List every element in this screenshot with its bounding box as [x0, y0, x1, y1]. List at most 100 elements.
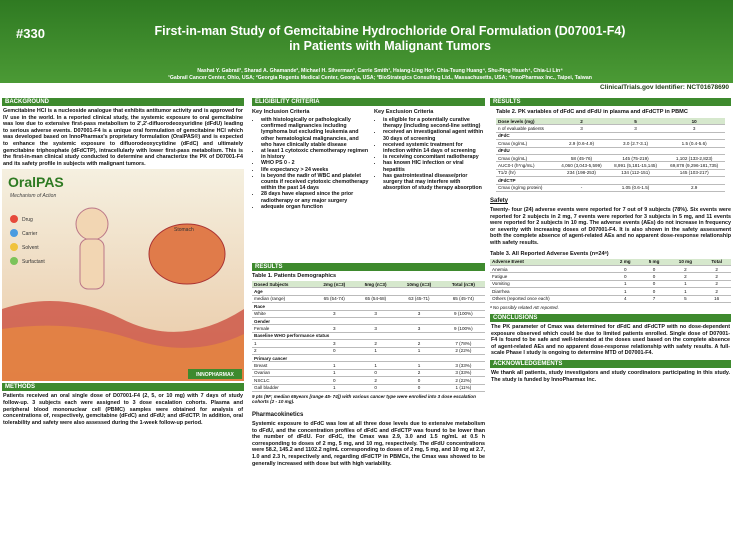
row: Others (reported once each) 4 7 5 16 — [490, 295, 731, 304]
affiliations: ¹Gabrail Cancer Center, Ohio, USA; ²Geor… — [168, 75, 592, 81]
table-title: Table 3. All Reported Adverse Events (n=… — [490, 250, 609, 257]
exclusion: Key Exclusion Criteria is eligible for a … — [374, 107, 485, 253]
list-item: is receiving concomitant radiotherapy — [383, 154, 485, 160]
stomach-shape — [148, 223, 226, 285]
section-heading: RESULTS — [252, 263, 485, 271]
left-column: BACKGROUND Gemcitabine HCl is a nucleosi… — [2, 98, 244, 490]
right-column: RESULTS Table 2. PK variables of dFdC an… — [490, 98, 731, 490]
body-shape — [79, 238, 105, 290]
header-cell: Dosed Subjects — [252, 281, 314, 289]
cell: 3 — [396, 324, 442, 333]
cell: 0 — [639, 265, 669, 274]
row: Cmax (ng/mg protein) -1.05 (0.6-1.5) 2.9 — [496, 184, 725, 193]
section-row: Primary cancer — [252, 354, 485, 363]
row: T1/2 (hr) 234 (198-253) 134 (112-151) 145 (… — [496, 169, 725, 178]
cell: n of evaluable patients — [496, 124, 556, 133]
cell: 65 (54-68) — [354, 295, 397, 304]
cell: 2 — [702, 272, 731, 281]
cell: 0 — [639, 272, 669, 281]
legend-swatch — [10, 215, 18, 224]
row: Vomiting 1 0 1 2 — [490, 280, 731, 289]
cell: 1.5 (0.4-5.6) — [663, 139, 725, 148]
row: Cmax (ng/mL) 58 (45-76) 145 (75-219) 1,102 … — [496, 154, 725, 163]
cell: median (range) — [252, 295, 314, 304]
legend-label: Solvent — [22, 245, 39, 251]
cell: 4 — [610, 295, 640, 304]
cell: NSCLC — [252, 376, 314, 385]
cell: 0 — [610, 272, 640, 281]
row: AUC0-t (h*ng/mL) 4,060 (3,043-5,599) 8,991… — [496, 161, 725, 170]
legend-swatch — [10, 243, 18, 252]
cell: Primary cancer — [252, 354, 485, 363]
cell: 145 (75-219) — [607, 154, 664, 163]
legend-label: Carrier — [22, 231, 38, 237]
cell: 3 — [354, 324, 397, 333]
legend-swatch — [10, 229, 18, 238]
cell: Diarrhea — [490, 287, 611, 296]
section-heading: ACKNOWLEDGEMENTS — [490, 360, 731, 369]
identifier: ClinicalTrials.gov Identifier: NCT016786… — [600, 84, 729, 91]
cell: 2.9 — [663, 184, 725, 193]
cell: 1 — [668, 280, 703, 289]
figure-legend: Drug Carrier Solvent Surfactant — [10, 215, 45, 266]
cell: 0 — [313, 347, 355, 356]
cell: dFdC — [496, 132, 725, 141]
cell: 9 (100%) — [441, 324, 485, 333]
cell: 2 — [354, 339, 397, 348]
cell: Anemia — [490, 265, 611, 274]
cell: 3 — [313, 339, 355, 348]
criteria: Key Inclusion Criteria with histologicall… — [252, 107, 485, 253]
table: Adverse Event 2 mg 5 mg 10 mg Total Anemia 0 0 2… — [490, 258, 731, 304]
middle-column: ELIGIBILITY CRITERIA Key Inclusion Crite… — [252, 98, 485, 490]
cell: White — [252, 310, 314, 319]
subheading: Key Inclusion Criteria — [252, 109, 310, 115]
list-item: has gastrointestinal disease/prior surge… — [383, 173, 485, 192]
cell: 0 — [354, 384, 397, 393]
paragraph: We thank all patients, study investigato… — [491, 370, 730, 383]
section-row: dFdCTP — [496, 176, 725, 185]
list-item: adequate organ function — [261, 204, 370, 210]
cell: 1 (11%) — [441, 384, 485, 393]
cell: Cmax (ng/mg protein) — [496, 184, 556, 193]
cell: 1 — [313, 361, 355, 370]
row: Fatigue 0 0 2 2 — [490, 272, 731, 281]
cell: 65 (54-74) — [313, 295, 355, 304]
cell: 1 — [396, 361, 442, 370]
cell: Race — [252, 302, 485, 311]
figure-subtitle: Mechanism of Action — [10, 193, 56, 199]
header-cell: 5mg (n=3) — [354, 281, 397, 289]
header-cell: 10 — [663, 118, 725, 126]
row: Female 3 3 3 9 (100%) — [252, 324, 485, 333]
cell: 1 — [354, 347, 397, 356]
figure-label: Stomach — [174, 227, 194, 233]
cell: 8,991 (5,181-15,145) — [607, 161, 664, 170]
cell: AUC0-t (h*ng/mL) — [496, 161, 556, 170]
cell: 1.05 (0.6-1.5) — [607, 184, 664, 193]
header-cell: 5 mg — [639, 258, 669, 267]
subheading: Pharmacokinetics — [252, 412, 304, 419]
cell: 3 (33%) — [441, 369, 485, 378]
cell: Cmax (ng/mL) — [496, 139, 556, 148]
section-heading: ELIGIBILITY CRITERIA — [252, 98, 485, 106]
list: with histologically or pathologically co… — [252, 117, 370, 210]
list-item: life expectancy > 24 weeks — [261, 167, 370, 173]
header-cell: Dose levels (mg) — [496, 118, 556, 126]
list-item: is eligible for a potentially curative t… — [383, 117, 485, 129]
cell: Cmax (ng/mL) — [496, 154, 556, 163]
title: First-in-man Study of Gemcitabine Hydroc… — [154, 24, 626, 53]
section-row: dFdU — [496, 147, 725, 156]
cell: 69,878 (9,296-181,735) — [663, 161, 725, 170]
header-cell: 2 mg — [610, 258, 640, 267]
cell: 1,102 (133-2,823) — [663, 154, 725, 163]
section-row: Gender — [252, 317, 485, 326]
header-cell: Total (n=9) — [441, 281, 485, 289]
cell: 3 (33%) — [441, 361, 485, 370]
row: Gall bladder 1 0 0 1 (11%) — [252, 384, 485, 393]
list-item: with histologically or pathologically co… — [261, 117, 370, 148]
cell: 0 — [639, 287, 669, 296]
paragraph: Gemcitabine HCl is a nucleoside analogue… — [3, 108, 243, 167]
cell: Gall bladder — [252, 384, 314, 393]
header-cell: 10 mg — [668, 258, 703, 267]
